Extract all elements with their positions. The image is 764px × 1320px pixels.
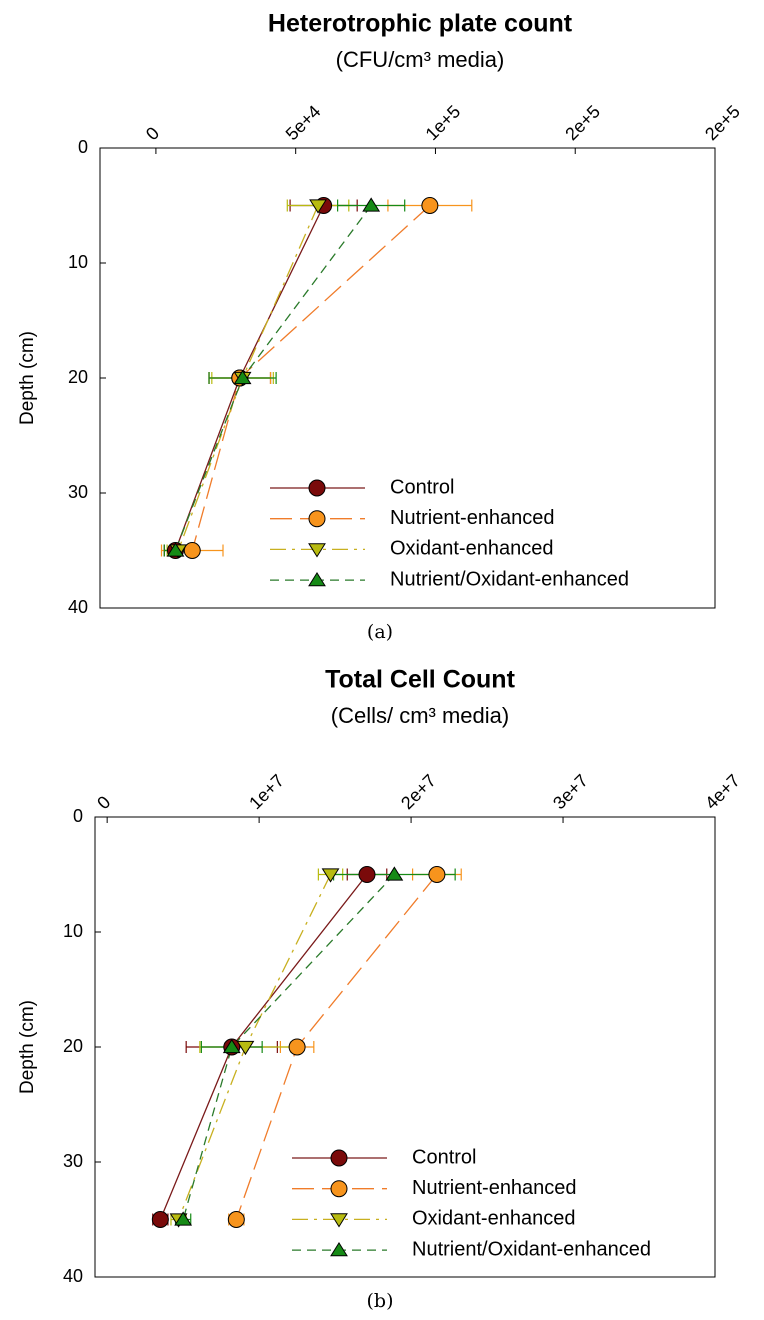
marker — [183, 542, 201, 559]
legend-marker — [308, 571, 326, 587]
y-tick-label: 10 — [63, 921, 83, 941]
legend-marker — [308, 510, 326, 528]
caption: (a) — [367, 621, 393, 643]
x-tick-label: 0 — [93, 792, 114, 813]
x-tick-label: 2e+5 — [561, 101, 604, 144]
y-tick-label: 10 — [68, 252, 88, 272]
chart-title: Total Cell Count — [325, 666, 515, 694]
marker — [151, 1211, 169, 1228]
legend-label: Control — [390, 476, 454, 498]
y-tick-label: 0 — [78, 137, 88, 157]
marker — [236, 1040, 255, 1056]
legend-marker — [330, 1149, 348, 1167]
y-tick-label: 30 — [68, 482, 88, 502]
legend-marker — [308, 543, 326, 558]
marker — [233, 369, 252, 385]
marker — [309, 199, 327, 214]
legend-marker — [308, 479, 326, 497]
x-tick-label: 1e+7 — [245, 770, 288, 813]
x-tick-label: 3e+7 — [549, 770, 592, 813]
y-tick-label: 20 — [63, 1036, 83, 1056]
x-tick-label: 4e+7 — [701, 770, 744, 813]
legend-label: Nutrient/Oxidant-enhanced — [412, 1238, 651, 1260]
x-tick-label: 2e+7 — [397, 770, 440, 813]
legend-label: Nutrient/Oxidant-enhanced — [390, 568, 629, 590]
x-tick-label: 5e+4 — [282, 101, 325, 144]
marker — [227, 1211, 245, 1228]
marker — [222, 1038, 241, 1054]
chart-subtitle: (Cells/ cm³ media) — [331, 703, 509, 728]
y-tick-label: 40 — [63, 1266, 83, 1286]
x-tick-label: 0 — [142, 123, 163, 144]
y-tick-label: 40 — [68, 597, 88, 617]
chart-title: Heterotrophic plate count — [268, 10, 573, 38]
legend-label: Oxidant-enhanced — [412, 1208, 575, 1230]
chart-subtitle: (CFU/cm³ media) — [336, 47, 505, 72]
y-axis-label: Depth (cm) — [17, 331, 38, 425]
legend-label: Nutrient-enhanced — [412, 1177, 577, 1199]
marker — [428, 866, 446, 883]
legend-label: Control — [412, 1146, 476, 1168]
marker — [421, 197, 439, 214]
marker — [358, 866, 376, 883]
marker — [362, 197, 381, 212]
x-tick-label: 2e+5 — [701, 101, 744, 144]
marker — [385, 866, 404, 881]
y-tick-label: 30 — [63, 1151, 83, 1171]
series-line — [182, 874, 395, 1220]
legend-marker — [330, 1241, 348, 1257]
marker — [321, 868, 340, 883]
x-tick-label: 1e+5 — [421, 101, 464, 144]
legend-marker — [330, 1180, 348, 1198]
legend-label: Oxidant-enhanced — [390, 538, 553, 560]
caption: (b) — [367, 1290, 394, 1312]
y-tick-label: 0 — [73, 806, 83, 826]
legend-label: Nutrient-enhanced — [390, 507, 555, 529]
y-axis-label: Depth (cm) — [17, 1000, 38, 1094]
marker — [174, 1211, 193, 1226]
marker — [288, 1038, 306, 1056]
legend-marker — [330, 1213, 348, 1228]
marker — [166, 542, 185, 557]
y-tick-label: 20 — [68, 367, 88, 387]
